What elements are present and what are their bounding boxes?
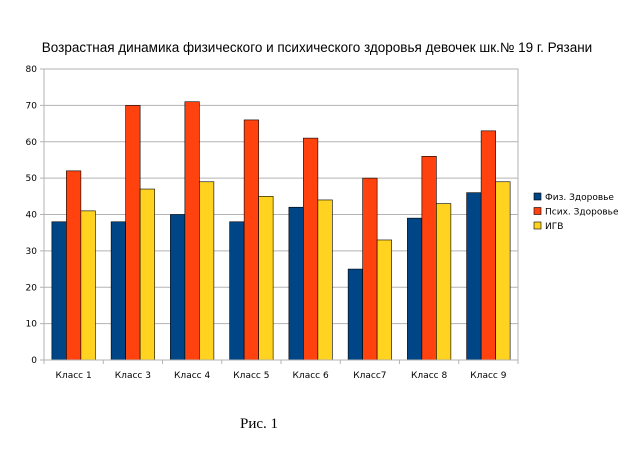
- bar-2-4: [243, 119, 259, 361]
- bar-1-5: [288, 206, 304, 361]
- legend-label-2: Псих. Здоровье: [545, 208, 619, 218]
- x-tick-label: Класс 6: [293, 371, 329, 381]
- legend-swatch-2: [533, 207, 542, 215]
- chart-title: Возрастная динамика физического и психич…: [42, 40, 592, 55]
- bar-1-6: [347, 268, 363, 361]
- bar-3-3: [199, 181, 215, 361]
- bar-2-7: [421, 156, 437, 361]
- y-tick-label: 80: [26, 65, 38, 75]
- bar-2-1: [66, 170, 82, 361]
- x-tick-label: Класс 5: [233, 371, 269, 381]
- bar-1-4: [229, 221, 245, 361]
- bar-1-3: [170, 214, 186, 361]
- bars: [51, 101, 511, 361]
- bar-2-5: [303, 137, 319, 361]
- bar-3-8: [495, 181, 511, 361]
- bar-3-7: [436, 203, 452, 361]
- y-tick-label: 70: [26, 101, 38, 111]
- bar-1-7: [407, 217, 423, 361]
- legend-label-3: ИГВ: [545, 222, 563, 232]
- legend: Физ. Здоровье Псих. Здоровье ИГВ: [533, 192, 619, 232]
- x-tick-label: Класс 3: [115, 371, 151, 381]
- bar-2-6: [362, 177, 378, 361]
- x-tick-label: Класс 9: [470, 371, 506, 381]
- legend-label-1: Физ. Здоровье: [545, 193, 614, 203]
- x-tick-label: Класс7: [353, 371, 386, 381]
- y-tick-label: 30: [26, 247, 38, 257]
- x-tick-label: Класс 8: [411, 371, 447, 381]
- legend-swatch-1: [533, 192, 542, 201]
- y-tick-label: 60: [26, 138, 38, 148]
- bar-2-3: [184, 101, 200, 361]
- bar-3-5: [317, 199, 333, 361]
- y-tick-label: 10: [26, 320, 38, 330]
- bar-3-6: [376, 239, 392, 361]
- bar-1-8: [466, 192, 482, 361]
- y-tick-label: 20: [26, 283, 38, 293]
- y-tick-label: 50: [26, 174, 38, 184]
- x-tick-label: Класс 1: [56, 371, 92, 381]
- x-tick-label: Класс 4: [174, 371, 210, 381]
- bar-3-4: [258, 196, 274, 361]
- bar-2-8: [480, 130, 496, 361]
- y-tick-label: 40: [26, 211, 38, 221]
- legend-swatch-3: [533, 221, 542, 230]
- bar-3-2: [139, 188, 155, 361]
- bar-1-1: [51, 221, 67, 361]
- y-tick-label: 0: [31, 356, 37, 366]
- bar-3-1: [80, 210, 96, 361]
- bar-2-2: [125, 105, 141, 361]
- axes: 0 10 20 30 40 50 60 70 80 Класс 1 Класс 3 Класс 4 Кл…: [26, 65, 519, 381]
- bar-1-2: [110, 221, 126, 361]
- figure-caption: Рис. 1: [240, 416, 279, 432]
